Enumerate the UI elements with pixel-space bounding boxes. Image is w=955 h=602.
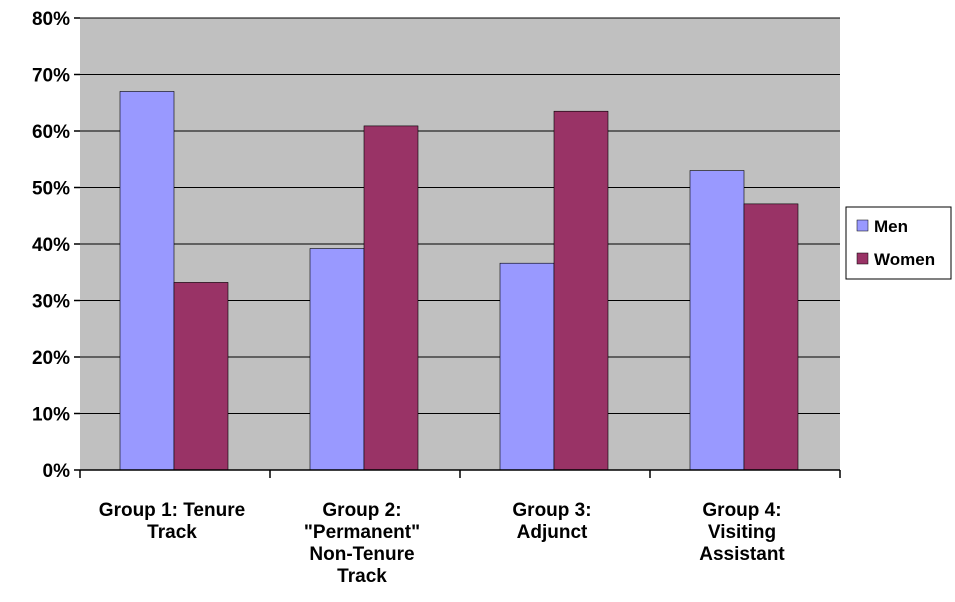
y-axis-ticks: 0% 10% 20% 30% 40% 50% 60% 70% 80% xyxy=(32,9,80,482)
category-labels: Group 1: Tenure Track Group 2: "Permanent" N… xyxy=(99,500,786,587)
y-tick-label: 10% xyxy=(32,405,70,426)
bar-men-1 xyxy=(119,91,175,471)
y-tick-label: 30% xyxy=(32,292,70,313)
bar-men-3 xyxy=(499,262,555,471)
bar-men-4 xyxy=(689,170,745,471)
y-tick-label: 20% xyxy=(32,348,70,369)
legend: Men Women xyxy=(845,206,952,280)
legend-box xyxy=(845,206,952,280)
category-label: Group 1: Tenure Track xyxy=(99,500,245,543)
y-tick-label: 60% xyxy=(32,122,70,143)
legend-label-men: Men xyxy=(874,217,908,236)
legend-swatch-men xyxy=(856,219,869,232)
category-label: Group 4: Visiting Assistant xyxy=(699,500,785,565)
y-tick-label: 50% xyxy=(32,179,70,200)
bar-women-3 xyxy=(553,110,609,471)
bar-women-4 xyxy=(743,203,799,471)
legend-label-women: Women xyxy=(874,250,935,269)
category-label: Group 3: Adjunct xyxy=(512,500,591,543)
category-label: Group 2: "Permanent" Non-Tenure Track xyxy=(304,500,420,587)
legend-swatch-women xyxy=(856,252,869,265)
bar-men-2 xyxy=(309,248,365,471)
y-tick-label: 70% xyxy=(32,66,70,87)
y-tick-label: 40% xyxy=(32,235,70,256)
bar-women-2 xyxy=(363,125,419,471)
bars xyxy=(119,91,799,471)
y-tick-label: 0% xyxy=(43,461,71,482)
bar-women-1 xyxy=(173,282,229,471)
x-axis-ticks xyxy=(79,470,841,478)
y-tick-label: 80% xyxy=(32,9,70,30)
